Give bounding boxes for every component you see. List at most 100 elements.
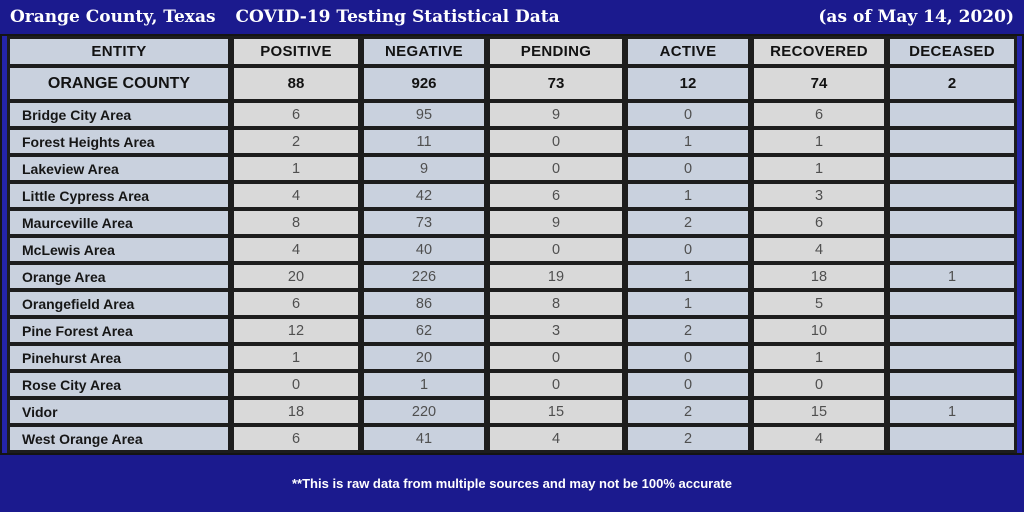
row-value-cell: 1: [628, 184, 748, 207]
row-entity-cell: Rose City Area: [10, 373, 228, 396]
row-value-cell: 2: [234, 130, 358, 153]
title-date: (as of May 14, 2020): [818, 7, 1014, 27]
row-entity-cell: Vidor: [10, 400, 228, 423]
footer-note: **This is raw data from multiple sources…: [292, 476, 732, 491]
row-value-cell: 0: [490, 157, 622, 180]
col-header-active: ACTIVE: [628, 39, 748, 64]
col-header-deceased: DECEASED: [890, 39, 1014, 64]
row-value-cell: 0: [628, 238, 748, 261]
page-title: Orange County, Texas COVID-19 Testing St…: [10, 7, 560, 27]
row-value-cell: 8: [490, 292, 622, 315]
row-entity-cell: Orangefield Area: [10, 292, 228, 315]
row-value-cell: 41: [364, 427, 484, 450]
row-value-cell: 15: [754, 400, 884, 423]
row-value-cell: 2: [628, 211, 748, 234]
row-value-cell: 1: [890, 265, 1014, 288]
total-value-cell: 2: [890, 68, 1014, 99]
row-value-cell: 0: [490, 238, 622, 261]
row-value-cell: 10: [754, 319, 884, 342]
total-entity-cell: ORANGE COUNTY: [10, 68, 228, 99]
row-value-cell: 0: [234, 373, 358, 396]
row-entity-cell: Maurceville Area: [10, 211, 228, 234]
title-county: Orange County, Texas: [10, 7, 216, 27]
col-header-pending: PENDING: [490, 39, 622, 64]
row-value-cell: [890, 427, 1014, 450]
total-value-cell: 926: [364, 68, 484, 99]
row-value-cell: 62: [364, 319, 484, 342]
row-value-cell: 15: [490, 400, 622, 423]
row-value-cell: 20: [234, 265, 358, 288]
row-value-cell: 5: [754, 292, 884, 315]
row-value-cell: 1: [628, 292, 748, 315]
row-value-cell: 0: [628, 346, 748, 369]
row-value-cell: 4: [234, 184, 358, 207]
title-bar: Orange County, Texas COVID-19 Testing St…: [0, 0, 1024, 34]
data-table: ENTITY POSITIVE NEGATIVE PENDING ACTIVE RECOV…: [0, 34, 1024, 455]
row-value-cell: 6: [490, 184, 622, 207]
row-value-cell: 19: [490, 265, 622, 288]
row-value-cell: 0: [490, 346, 622, 369]
row-value-cell: 3: [490, 319, 622, 342]
row-entity-cell: McLewis Area: [10, 238, 228, 261]
row-value-cell: 1: [628, 130, 748, 153]
total-value-cell: 73: [490, 68, 622, 99]
row-value-cell: 1: [234, 157, 358, 180]
row-value-cell: 1: [754, 346, 884, 369]
row-value-cell: 3: [754, 184, 884, 207]
row-value-cell: 2: [628, 427, 748, 450]
row-entity-cell: West Orange Area: [10, 427, 228, 450]
row-value-cell: 0: [628, 373, 748, 396]
row-value-cell: 40: [364, 238, 484, 261]
total-value-cell: 74: [754, 68, 884, 99]
row-value-cell: 9: [364, 157, 484, 180]
row-value-cell: 0: [490, 130, 622, 153]
row-value-cell: [890, 211, 1014, 234]
row-value-cell: 9: [490, 211, 622, 234]
row-value-cell: 0: [628, 103, 748, 126]
row-value-cell: 11: [364, 130, 484, 153]
row-value-cell: 0: [754, 373, 884, 396]
row-entity-cell: Little Cypress Area: [10, 184, 228, 207]
row-value-cell: 0: [490, 373, 622, 396]
row-value-cell: 4: [490, 427, 622, 450]
row-value-cell: 1: [234, 346, 358, 369]
row-value-cell: [890, 346, 1014, 369]
row-value-cell: [890, 292, 1014, 315]
row-value-cell: 18: [754, 265, 884, 288]
title-subject: COVID-19 Testing Statistical Data: [235, 7, 560, 27]
row-value-cell: [890, 238, 1014, 261]
row-value-cell: 9: [490, 103, 622, 126]
row-value-cell: [890, 157, 1014, 180]
row-value-cell: 6: [234, 103, 358, 126]
total-value-cell: 12: [628, 68, 748, 99]
row-value-cell: 86: [364, 292, 484, 315]
col-header-recovered: RECOVERED: [754, 39, 884, 64]
row-value-cell: [890, 130, 1014, 153]
row-entity-cell: Pine Forest Area: [10, 319, 228, 342]
table-grid: ENTITY POSITIVE NEGATIVE PENDING ACTIVE RECOV…: [7, 36, 1017, 453]
row-value-cell: 73: [364, 211, 484, 234]
row-entity-cell: Orange Area: [10, 265, 228, 288]
row-value-cell: 6: [754, 211, 884, 234]
row-value-cell: [890, 319, 1014, 342]
row-value-cell: 12: [234, 319, 358, 342]
row-value-cell: 0: [628, 157, 748, 180]
row-value-cell: 1: [364, 373, 484, 396]
col-header-entity: ENTITY: [10, 39, 228, 64]
row-value-cell: 4: [754, 238, 884, 261]
row-value-cell: 6: [234, 292, 358, 315]
row-value-cell: 18: [234, 400, 358, 423]
row-value-cell: [890, 103, 1014, 126]
row-value-cell: 1: [754, 130, 884, 153]
row-value-cell: [890, 184, 1014, 207]
col-header-negative: NEGATIVE: [364, 39, 484, 64]
row-value-cell: 95: [364, 103, 484, 126]
row-value-cell: 220: [364, 400, 484, 423]
row-value-cell: 1: [628, 265, 748, 288]
row-entity-cell: Forest Heights Area: [10, 130, 228, 153]
row-value-cell: 2: [628, 319, 748, 342]
row-entity-cell: Bridge City Area: [10, 103, 228, 126]
row-value-cell: 4: [234, 238, 358, 261]
row-value-cell: 42: [364, 184, 484, 207]
